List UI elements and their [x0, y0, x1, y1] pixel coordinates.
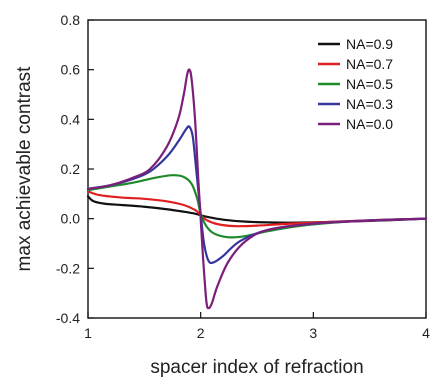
series-line-4: [86, 68, 428, 310]
series-line-3: [86, 125, 428, 265]
legend: NA=0.9 NA=0.7 NA=0.5 NA=0.3 NA=0.0: [318, 36, 393, 132]
y-tick-label: -0.4: [56, 310, 80, 326]
y-axis-title: max achievable contrast: [14, 66, 35, 272]
x-tick-label: 1: [84, 325, 92, 341]
y-tick-label: 0.6: [61, 62, 81, 78]
legend-label: NA=0.9: [346, 36, 393, 52]
y-tick-label: 0.2: [61, 161, 81, 177]
legend-label: NA=0.7: [346, 56, 393, 72]
x-tick-label: 3: [309, 325, 317, 341]
legend-label: NA=0.3: [346, 96, 393, 112]
series-line-0: [86, 195, 428, 224]
x-tick-label: 2: [197, 325, 205, 341]
x-axis: 1 2 3 4: [84, 312, 430, 341]
y-tick-label: 0.0: [61, 211, 81, 227]
y-tick-label: -0.2: [56, 260, 80, 276]
series-layer: [86, 68, 428, 310]
legend-label: NA=0.0: [346, 116, 393, 132]
legend-label: NA=0.5: [346, 76, 393, 92]
y-axis: 0.8 0.6 0.4 0.2 0.0 -0.2 -0.4: [56, 12, 94, 326]
x-axis-title: spacer index of refraction: [150, 357, 363, 378]
x-tick-label: 4: [422, 325, 430, 341]
y-tick-label: 0.4: [61, 111, 81, 127]
y-tick-label: 0.8: [61, 12, 81, 28]
